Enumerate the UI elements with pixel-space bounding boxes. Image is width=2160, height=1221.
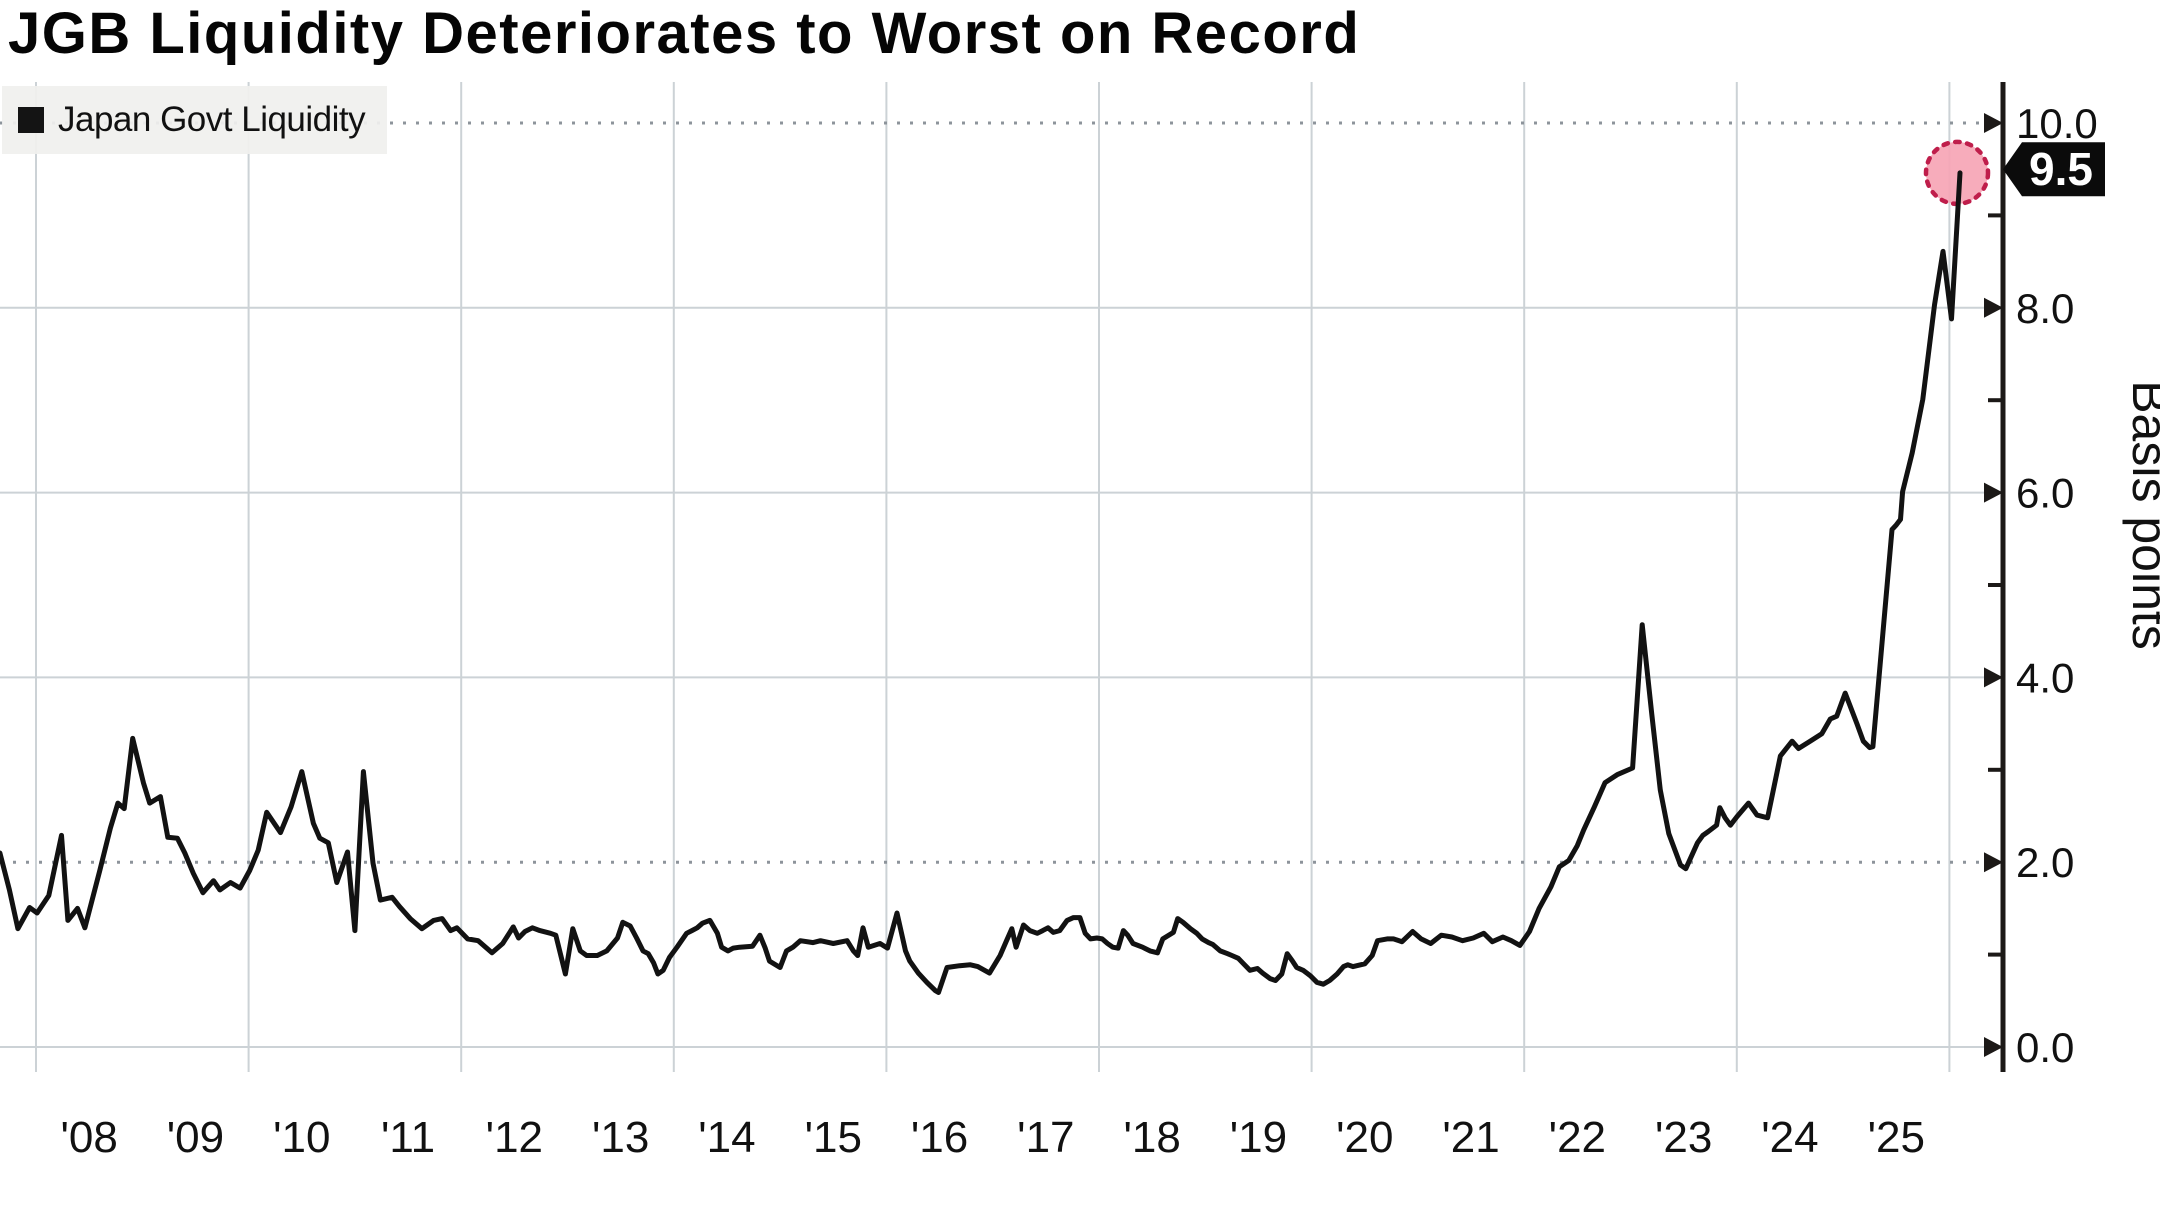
y-tick-label: 2.0 <box>2016 839 2074 886</box>
x-tick-label: '25 <box>1868 1113 1925 1162</box>
last-value-badge-text: 9.5 <box>2029 143 2093 195</box>
x-tick-label: '13 <box>592 1113 649 1162</box>
y-major-tick-arrow-icon <box>1984 482 2003 503</box>
y-tick-label: 4.0 <box>2016 654 2074 701</box>
y-axis: 10.0 8.0 6.0 4.0 2.0 0.0 <box>1984 82 2098 1072</box>
y-major-tick-arrow-icon <box>1984 297 2003 318</box>
x-tick-label: '23 <box>1655 1113 1712 1162</box>
y-major-tick-arrow-icon <box>1984 852 2003 873</box>
x-tick-label: '20 <box>1336 1113 1393 1162</box>
x-axis-labels: '08 '09 '10 '11 '12 '13 '14 '15 '16 '17 '18 '19 '20 '… <box>60 1113 1924 1162</box>
x-tick-label: '19 <box>1230 1113 1287 1162</box>
y-tick-label: 6.0 <box>2016 470 2074 517</box>
x-tick-label: '09 <box>167 1113 224 1162</box>
x-tick-label: '14 <box>698 1113 755 1162</box>
y-major-tick-arrow-icon <box>1984 113 2003 133</box>
x-tick-label: '15 <box>805 1113 862 1162</box>
y-tick-label: 0.0 <box>2016 1024 2074 1071</box>
x-tick-label: '18 <box>1123 1113 1180 1162</box>
gridlines <box>0 82 2003 1072</box>
last-value-badge <box>2003 142 2105 197</box>
x-tick-label: '22 <box>1549 1113 1606 1162</box>
y-major-tick-arrow-icon <box>1984 1037 2003 1057</box>
chart-title: JGB Liquidity Deteriorates to Worst on R… <box>8 1 1361 66</box>
y-major-tick-arrow-icon <box>1984 667 2003 688</box>
x-tick-label: '16 <box>911 1113 968 1162</box>
x-tick-label: '08 <box>60 1113 117 1162</box>
y-tick-label: 10.0 <box>2016 100 2098 147</box>
x-tick-label: '12 <box>486 1113 543 1162</box>
legend-label: Japan Govt Liquidity <box>58 100 366 139</box>
legend-swatch-icon <box>18 107 44 133</box>
x-tick-label: '17 <box>1017 1113 1074 1162</box>
y-axis-title: Basis points <box>2122 380 2160 650</box>
legend: Japan Govt Liquidity <box>2 86 388 154</box>
x-tick-label: '11 <box>381 1113 435 1162</box>
x-tick-label: '24 <box>1761 1113 1818 1162</box>
liquidity-line-series <box>0 170 1963 995</box>
x-tick-label: '10 <box>273 1113 330 1162</box>
y-tick-label: 8.0 <box>2016 285 2074 332</box>
x-tick-label: '21 <box>1442 1113 1499 1162</box>
